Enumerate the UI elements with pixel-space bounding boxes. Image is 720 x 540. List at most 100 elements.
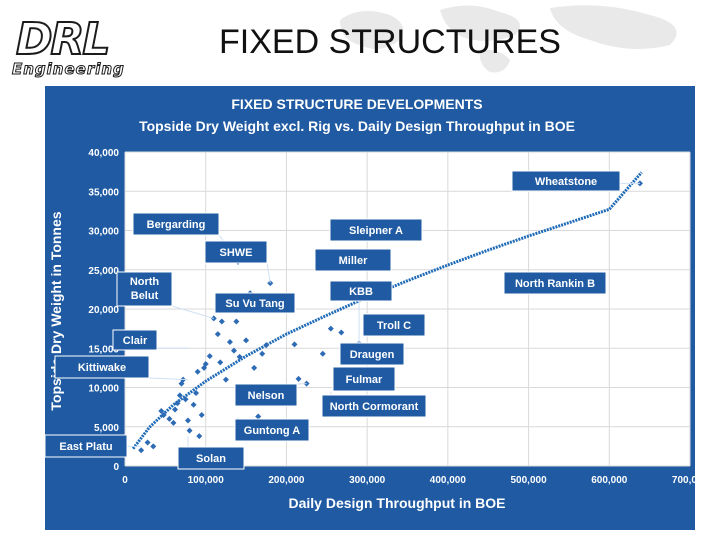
y-tick-label: 25,000 — [88, 266, 119, 277]
data-point — [182, 396, 189, 403]
annotation-text: Draugen — [350, 349, 395, 361]
annotation-label: SHWE — [204, 240, 268, 264]
annotation-label: North Rankin B — [503, 271, 607, 295]
annotation-text: Nelson — [248, 390, 285, 402]
annotation-box — [177, 446, 245, 470]
data-point — [186, 427, 193, 434]
data-point — [172, 406, 179, 413]
annotation-box — [362, 313, 426, 337]
data-point — [202, 360, 209, 367]
annotation-label: Bergarding — [132, 212, 220, 236]
data-point — [184, 417, 191, 424]
annotation-text: Bergarding — [147, 219, 206, 231]
slide-title: FIXED STRUCTURES — [219, 23, 561, 61]
annotation-box — [329, 218, 423, 242]
chart-panel: FIXED STRUCTURE DEVELOPMENTS Topside Dry… — [44, 86, 709, 530]
callout-line — [266, 262, 271, 284]
data-point — [222, 376, 229, 383]
annotation-text: Belut — [131, 290, 159, 302]
annotation-label: Fulmar — [332, 366, 396, 392]
annotation-text: North — [130, 276, 160, 288]
annotation-label: Wheatstone — [511, 170, 621, 192]
annotation-label: Sleipner A — [329, 218, 423, 242]
annotation-label: KBB — [329, 280, 393, 302]
annotation-label: North Cormorant — [321, 394, 427, 418]
y-tick-label: 40,000 — [88, 148, 119, 159]
annotation-label: East Platu — [44, 434, 128, 458]
annotation-label: Solan — [177, 446, 245, 470]
y-tick-label: 5,000 — [94, 423, 119, 434]
annotation-label: Nelson — [234, 383, 298, 407]
data-point — [144, 439, 151, 446]
annotation-box — [234, 418, 310, 442]
annotation-labels: Wheatstone Bergarding Sleipner A SHWE Miller… — [44, 170, 621, 470]
data-point — [291, 341, 298, 348]
data-point — [226, 338, 233, 345]
annotation-box — [329, 280, 393, 302]
data-point — [338, 329, 345, 336]
annotation-text: Solan — [196, 453, 226, 465]
annotation-box — [234, 383, 298, 407]
data-point — [198, 411, 205, 418]
chart-subtitle: Topside Dry Weight excl. Rig vs. Daily D… — [139, 118, 575, 134]
y-tick-label: 15,000 — [88, 344, 119, 355]
scatter-chart: FIXED STRUCTURE DEVELOPMENTS Topside Dry… — [44, 96, 709, 511]
x-tick-label: 0 — [122, 475, 128, 486]
annotation-label: Su Vu Tang — [214, 292, 296, 314]
chart-title: FIXED STRUCTURE DEVELOPMENTS — [231, 96, 482, 112]
x-tick-label: 100,000 — [188, 475, 225, 486]
annotation-box — [112, 329, 158, 351]
annotation-text: Miller — [339, 255, 368, 267]
x-axis-title: Daily Design Throughput in BOE — [289, 495, 506, 511]
data-point — [214, 331, 221, 338]
x-tick-label: 700,000 — [672, 475, 695, 486]
data-point — [236, 353, 243, 360]
annotation-text: Sleipner A — [349, 225, 403, 237]
annotation-text: Wheatstone — [535, 176, 597, 188]
data-point — [196, 433, 203, 440]
data-point — [194, 368, 201, 375]
data-point — [160, 411, 167, 418]
x-tick-labels: 0 100,000 200,000 300,000 400,000 500,000 600,… — [122, 475, 708, 486]
annotation-box — [314, 248, 392, 272]
data-point — [174, 400, 181, 407]
data-point — [170, 419, 177, 426]
annotation-label: Draugen — [339, 342, 405, 366]
annotation-text: KBB — [349, 286, 373, 298]
annotation-box — [503, 271, 607, 295]
data-point — [233, 318, 240, 325]
data-point — [263, 342, 270, 349]
data-point — [193, 389, 200, 396]
logo-wordmark: DRL — [15, 14, 111, 65]
y-axis-title: Topside Dry Weight in Tonnes — [48, 211, 64, 410]
data-point — [230, 347, 237, 354]
x-tick-label: 300,000 — [349, 475, 386, 486]
annotation-label: Miller — [314, 248, 392, 272]
y-tick-label: 20,000 — [88, 305, 119, 316]
annotation-label: Troll C — [362, 313, 426, 337]
annotation-text: Kittiwake — [78, 362, 126, 374]
annotation-box — [214, 292, 296, 314]
data-point — [243, 337, 250, 344]
x-tick-label: 500,000 — [510, 475, 547, 486]
annotation-box — [339, 342, 405, 366]
annotation-box — [321, 394, 427, 418]
data-point — [255, 413, 262, 420]
data-point — [327, 325, 334, 332]
x-tick-label: 600,000 — [591, 475, 628, 486]
callout-line — [171, 305, 214, 319]
annotation-text: Clair — [123, 335, 148, 347]
data-point — [319, 350, 326, 357]
data-point — [166, 415, 173, 422]
callout-line — [148, 377, 188, 381]
y-tick-label: 0 — [113, 462, 119, 473]
y-tick-label: 30,000 — [88, 227, 119, 238]
data-point — [259, 350, 266, 357]
annotation-box — [132, 212, 220, 236]
data-point — [206, 353, 213, 360]
annotation-box — [511, 170, 621, 192]
annotation-box — [44, 434, 128, 458]
annotation-box — [116, 271, 173, 307]
annotation-label: Clair — [112, 329, 158, 351]
data-point — [176, 392, 183, 399]
